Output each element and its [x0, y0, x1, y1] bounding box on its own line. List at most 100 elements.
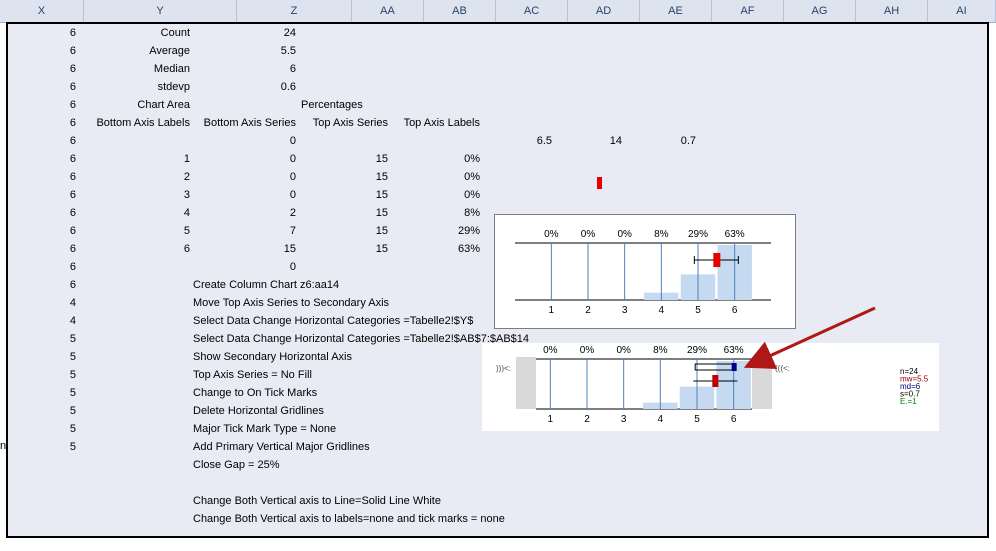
column-header-ae[interactable]: AE: [640, 0, 712, 22]
cell-x[interactable]: 5: [69, 405, 76, 417]
cell-y[interactable]: 4: [183, 207, 190, 219]
header-top-axis-labels[interactable]: Top Axis Labels: [403, 117, 480, 129]
cell-x[interactable]: 6: [69, 27, 76, 39]
summary-label[interactable]: stdevp: [157, 81, 190, 93]
instruction-text[interactable]: Create Column Chart z6:aa14: [193, 279, 340, 291]
column-header-ag[interactable]: AG: [784, 0, 856, 22]
cell-x[interactable]: 6: [69, 99, 76, 111]
summary-label[interactable]: Count: [160, 27, 190, 39]
cell-x[interactable]: 6: [69, 225, 76, 237]
summary-value[interactable]: 5.5: [280, 45, 296, 57]
cell-x[interactable]: 5: [69, 387, 76, 399]
summary-value[interactable]: 6: [289, 63, 296, 75]
cell-ac[interactable]: 6.5: [536, 135, 552, 147]
header-bottom-axis-labels[interactable]: Bottom Axis Labels: [96, 117, 190, 129]
cell-x[interactable]: 5: [69, 333, 76, 345]
instruction-text[interactable]: Change Both Vertical axis to Line=Solid …: [193, 495, 441, 507]
cell-aa[interactable]: 15: [375, 153, 388, 165]
summary-value[interactable]: 0.6: [280, 81, 296, 93]
cell-y[interactable]: 6: [183, 243, 190, 255]
instruction-text[interactable]: Change to On Tick Marks: [193, 387, 318, 399]
cell-aa[interactable]: 15: [375, 171, 388, 183]
cell-y[interactable]: 1: [183, 153, 190, 165]
cell-x[interactable]: 6: [69, 171, 76, 183]
instruction-text[interactable]: Move Top Axis Series to Secondary Axis: [193, 297, 390, 309]
cell-y[interactable]: 3: [183, 189, 190, 201]
sheet-area[interactable]: 6 Count 24 6 Average 5.5 6 Median 6 6 stdevp 0.6 6 Ch…: [6, 22, 989, 538]
cell-x[interactable]: 6: [69, 207, 76, 219]
instruction-text[interactable]: Select Data Change Horizontal Categories…: [193, 333, 530, 345]
instruction-text[interactable]: Add Primary Vertical Major Gridlines: [193, 441, 370, 453]
cell-aa[interactable]: 15: [375, 189, 388, 201]
cell-x[interactable]: 6: [69, 189, 76, 201]
cell-x[interactable]: 5: [69, 441, 76, 453]
chart-boxplot-histogram[interactable]: 1 0% 2 0% 3 0% 4 8% 5 29% 6 63%: [494, 214, 796, 329]
cell-x[interactable]: 6: [69, 117, 76, 129]
cell-x[interactable]: 4: [69, 297, 76, 309]
column-header-ai[interactable]: AI: [928, 0, 996, 22]
cell-aa[interactable]: 15: [375, 243, 388, 255]
instruction-text[interactable]: Select Data Change Horizontal Categories…: [193, 315, 474, 327]
cell-ab[interactable]: 0%: [464, 171, 480, 183]
cell-z[interactable]: 7: [289, 225, 296, 237]
summary-label[interactable]: Average: [149, 45, 190, 57]
cell-x[interactable]: 5: [69, 369, 76, 381]
cell-y[interactable]: 5: [183, 225, 190, 237]
cell-aa[interactable]: 15: [375, 207, 388, 219]
cell-z[interactable]: 0: [289, 171, 296, 183]
percentages-label[interactable]: Percentages: [301, 99, 363, 111]
cell-z[interactable]: 2: [289, 207, 296, 219]
chart-boxplot-histogram-enhanced[interactable]: )))<: (((<: 1 0% 2 0% 3 0% 4 8% 5 29% 6 63% n=24 mw=5.5…: [482, 343, 939, 431]
instruction-text[interactable]: Delete Horizontal Gridlines: [193, 405, 324, 417]
cell-x[interactable]: 6: [69, 81, 76, 93]
column-header-x[interactable]: X: [0, 0, 84, 22]
column-header-ac[interactable]: AC: [496, 0, 568, 22]
cell-x[interactable]: 4: [69, 315, 76, 327]
cell-z[interactable]: 0: [289, 135, 296, 147]
cell-x[interactable]: 6: [69, 135, 76, 147]
cell-ae[interactable]: 0.7: [680, 135, 696, 147]
header-top-axis-series[interactable]: Top Axis Series: [312, 117, 388, 129]
cell-x[interactable]: 5: [69, 351, 76, 363]
instruction-text[interactable]: Change Both Vertical axis to labels=none…: [193, 513, 505, 525]
top-label-4: 8%: [653, 345, 668, 356]
instruction-text[interactable]: Close Gap = 25%: [193, 459, 280, 471]
instruction-text[interactable]: Major Tick Mark Type = None: [193, 423, 337, 435]
column-header-y[interactable]: Y: [84, 0, 237, 22]
cell-ab[interactable]: 0%: [464, 189, 480, 201]
header-bottom-axis-series[interactable]: Bottom Axis Series: [203, 117, 296, 129]
cell-z[interactable]: 0: [289, 153, 296, 165]
summary-value[interactable]: 24: [283, 27, 296, 39]
cell-ab[interactable]: 29%: [457, 225, 480, 237]
summary-label[interactable]: Median: [153, 63, 190, 75]
category-label-6: 6: [731, 414, 737, 425]
column-header-af[interactable]: AF: [712, 0, 784, 22]
column-header-ad[interactable]: AD: [568, 0, 640, 22]
cell-z[interactable]: 15: [283, 243, 296, 255]
category-label-1: 1: [548, 414, 554, 425]
column-header-ab[interactable]: AB: [424, 0, 496, 22]
cell-x[interactable]: 6: [69, 63, 76, 75]
cell-x[interactable]: 6: [69, 153, 76, 165]
left-edge-fragment: n: [0, 440, 6, 452]
cell-ab[interactable]: 0%: [464, 153, 480, 165]
column-header-ah[interactable]: AH: [856, 0, 928, 22]
cell-x[interactable]: 6: [69, 243, 76, 255]
cell-x[interactable]: 6: [69, 279, 76, 291]
cell-x[interactable]: 6: [69, 261, 76, 273]
instruction-text[interactable]: Show Secondary Horizontal Axis: [193, 351, 352, 363]
cell-x[interactable]: 6: [69, 45, 76, 57]
cell-ab[interactable]: 63%: [457, 243, 480, 255]
cell-ad[interactable]: 14: [609, 135, 622, 147]
cell-y[interactable]: 2: [183, 171, 190, 183]
cell-ab[interactable]: 8%: [464, 207, 480, 219]
cell-z[interactable]: 0: [289, 189, 296, 201]
column-header-z[interactable]: Z: [237, 0, 352, 22]
instruction-text[interactable]: Top Axis Series = No Fill: [193, 369, 312, 381]
cell-aa[interactable]: 15: [375, 225, 388, 237]
column-header-aa[interactable]: AA: [352, 0, 424, 22]
cell-x[interactable]: 5: [69, 423, 76, 435]
stat-2: md=6: [900, 382, 921, 391]
chart-area-label[interactable]: Chart Area: [137, 99, 190, 111]
cell-z[interactable]: 0: [289, 261, 296, 273]
